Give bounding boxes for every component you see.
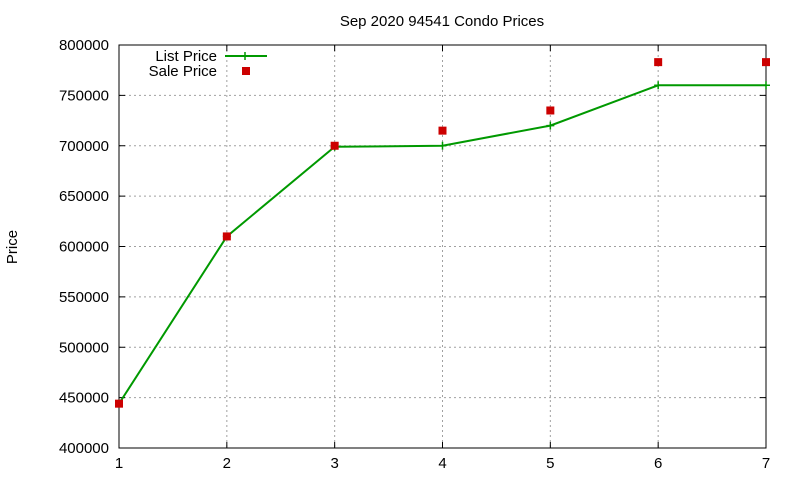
- data-point: [330, 141, 339, 150]
- y-tick-label: 500000: [59, 339, 109, 356]
- data-point: [546, 106, 555, 115]
- legend-label-list-price: List Price: [155, 48, 217, 65]
- data-point: [438, 126, 447, 135]
- y-tick-label: 650000: [59, 188, 109, 205]
- data-point: [438, 141, 447, 150]
- y-tick-label: 400000: [59, 440, 109, 457]
- y-tick-label: 450000: [59, 390, 109, 407]
- x-tick-label: 3: [330, 455, 338, 472]
- chart-title: Sep 2020 94541 Condo Prices: [340, 13, 544, 30]
- data-point: [654, 81, 663, 90]
- x-tick-label: 4: [438, 455, 446, 472]
- y-tick-label: 550000: [59, 289, 109, 306]
- y-tick-label: 750000: [59, 87, 109, 104]
- x-tick-label: 1: [115, 455, 123, 472]
- data-point: [654, 58, 663, 67]
- x-tick-label: 2: [223, 455, 231, 472]
- data-point: [115, 399, 123, 408]
- series-layer: [115, 58, 770, 408]
- y-tick-label: 800000: [59, 37, 109, 54]
- data-point: [762, 58, 770, 67]
- series-sale-price: [115, 58, 770, 408]
- legend-label-sale-price: Sale Price: [149, 63, 217, 80]
- legend-marker-sale-price: [242, 67, 250, 75]
- grid-layer: [119, 45, 766, 448]
- x-tick-label: 7: [762, 455, 770, 472]
- x-tick-label: 5: [546, 455, 554, 472]
- legend: List Price Sale Price: [149, 48, 267, 80]
- legend-marker-list-price: [241, 52, 249, 60]
- data-point: [762, 81, 770, 90]
- data-point: [546, 121, 555, 130]
- y-tick-label: 700000: [59, 138, 109, 155]
- y-tick-label: 600000: [59, 239, 109, 256]
- x-tick-label: 6: [654, 455, 662, 472]
- y-axis: 400000 450000 500000 550000 600000 650000 7000…: [59, 37, 766, 457]
- y-axis-label: Price: [4, 230, 21, 264]
- x-axis: 1 2 3 4 5 6 7: [115, 45, 770, 472]
- data-point: [222, 232, 231, 241]
